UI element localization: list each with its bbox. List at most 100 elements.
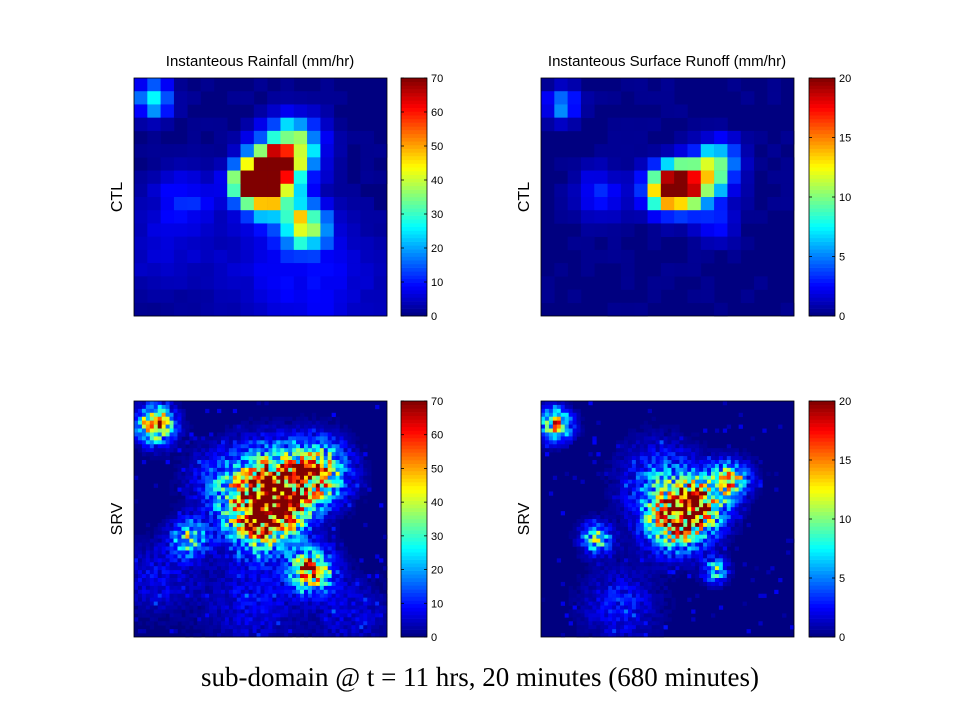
heatmap-cell (703, 475, 708, 480)
heatmap-cell (169, 444, 174, 449)
heatmap-cell (153, 483, 159, 488)
heatmap-cell (683, 440, 688, 445)
heatmap-cell (217, 613, 222, 618)
heatmap-cell (695, 440, 700, 445)
heatmap-cell (189, 542, 194, 547)
heatmap-cell (367, 617, 372, 622)
heatmap-cell (213, 589, 218, 595)
heatmap-cell (217, 503, 222, 508)
heatmap-cell (280, 460, 285, 465)
heatmap-cell (726, 448, 732, 453)
heatmap-cell (371, 585, 376, 591)
heatmap-cell (240, 263, 255, 277)
heatmap-cell (149, 570, 155, 575)
heatmap-cell (209, 625, 214, 630)
heatmap-cell (319, 456, 325, 461)
heatmap-cell (659, 467, 664, 473)
heatmap-cell (703, 479, 708, 484)
heatmap-cell (137, 440, 143, 445)
heatmap-cell (331, 597, 336, 602)
heatmap-cell (220, 526, 226, 532)
heatmap-cell (700, 117, 715, 132)
heatmap-cell (153, 542, 159, 547)
heatmap-cell (268, 621, 273, 626)
heatmap-cell (248, 593, 253, 598)
colorbar-band (401, 185, 427, 190)
heatmap-cell (327, 570, 332, 575)
heatmap-cell (311, 428, 317, 433)
heatmap-cell (147, 210, 161, 224)
heatmap-cell (319, 601, 325, 606)
heatmap-cell (213, 613, 218, 618)
colorbar-tick-label: 30 (431, 209, 443, 221)
heatmap-cell (173, 170, 188, 185)
heatmap-cell (319, 436, 325, 441)
heatmap-cell (200, 157, 215, 171)
heatmap-cell (240, 534, 245, 539)
heatmap-cell (137, 566, 143, 571)
heatmap-cell (315, 448, 321, 453)
heatmap-cell (594, 91, 608, 105)
heatmap-cell (335, 463, 340, 469)
heatmap-cell (307, 495, 313, 500)
heatmap-cell (201, 522, 206, 528)
heatmap-cell (200, 117, 215, 132)
heatmap-cell (220, 629, 226, 634)
heatmap-cell (213, 236, 228, 251)
heatmap-cell (726, 534, 732, 539)
heatmap-cell (554, 183, 568, 198)
heatmap-cell (253, 210, 268, 224)
heatmap-cell (604, 495, 609, 500)
heatmap-cell (710, 526, 716, 532)
heatmap-cell (248, 617, 253, 622)
heatmap-cell (655, 440, 660, 445)
heatmap-cell (256, 526, 261, 532)
colorbar-band (401, 133, 427, 138)
heatmap-cell (296, 530, 301, 536)
heatmap-cell (679, 448, 684, 453)
heatmap-cell (307, 554, 313, 559)
heatmap-cell (643, 471, 649, 477)
heatmap-cell (303, 428, 309, 433)
heatmap-cell (620, 463, 625, 469)
heatmap-cell (197, 511, 202, 516)
heatmap-cell (205, 495, 210, 500)
heatmap-cell (181, 487, 186, 492)
heatmap-cell (319, 440, 325, 445)
heatmap-cell (683, 475, 688, 480)
heatmap-cell (367, 593, 372, 598)
heatmap-cell (293, 210, 308, 224)
heatmap-cell (252, 448, 257, 453)
heatmap-cell (635, 499, 641, 504)
heatmap-cell (635, 456, 641, 461)
heatmap-cell (160, 263, 175, 277)
heatmap-cell (635, 530, 641, 536)
heatmap-cell (161, 621, 166, 626)
heatmap-cell (157, 444, 162, 449)
heatmap-cell (333, 117, 348, 132)
heatmap-cell (671, 452, 676, 457)
heatmap-cell (679, 522, 684, 528)
heatmap-cell (651, 515, 656, 520)
heatmap-cell (264, 597, 269, 602)
heatmap-cell (280, 511, 285, 516)
heatmap-cell (153, 534, 159, 539)
heatmap-cell (674, 130, 688, 145)
heatmap-cell (264, 566, 269, 571)
heatmap-cell (311, 585, 317, 591)
heatmap-cell (643, 511, 649, 516)
heatmap-cell (272, 593, 277, 598)
heatmap-cell (311, 491, 317, 496)
heatmap-cell (236, 601, 242, 606)
heatmap-cell (319, 593, 325, 598)
heatmap-cell (730, 452, 735, 457)
heatmap-cell (303, 499, 309, 504)
heatmap-cell (137, 554, 143, 559)
heatmap-cell (145, 550, 151, 555)
heatmap-cell (620, 302, 635, 317)
heatmap-cell (307, 424, 313, 429)
heatmap-cell (367, 460, 372, 465)
heatmap-cell (209, 479, 214, 484)
heatmap-cell (663, 530, 668, 536)
heatmap-cell (288, 558, 293, 563)
